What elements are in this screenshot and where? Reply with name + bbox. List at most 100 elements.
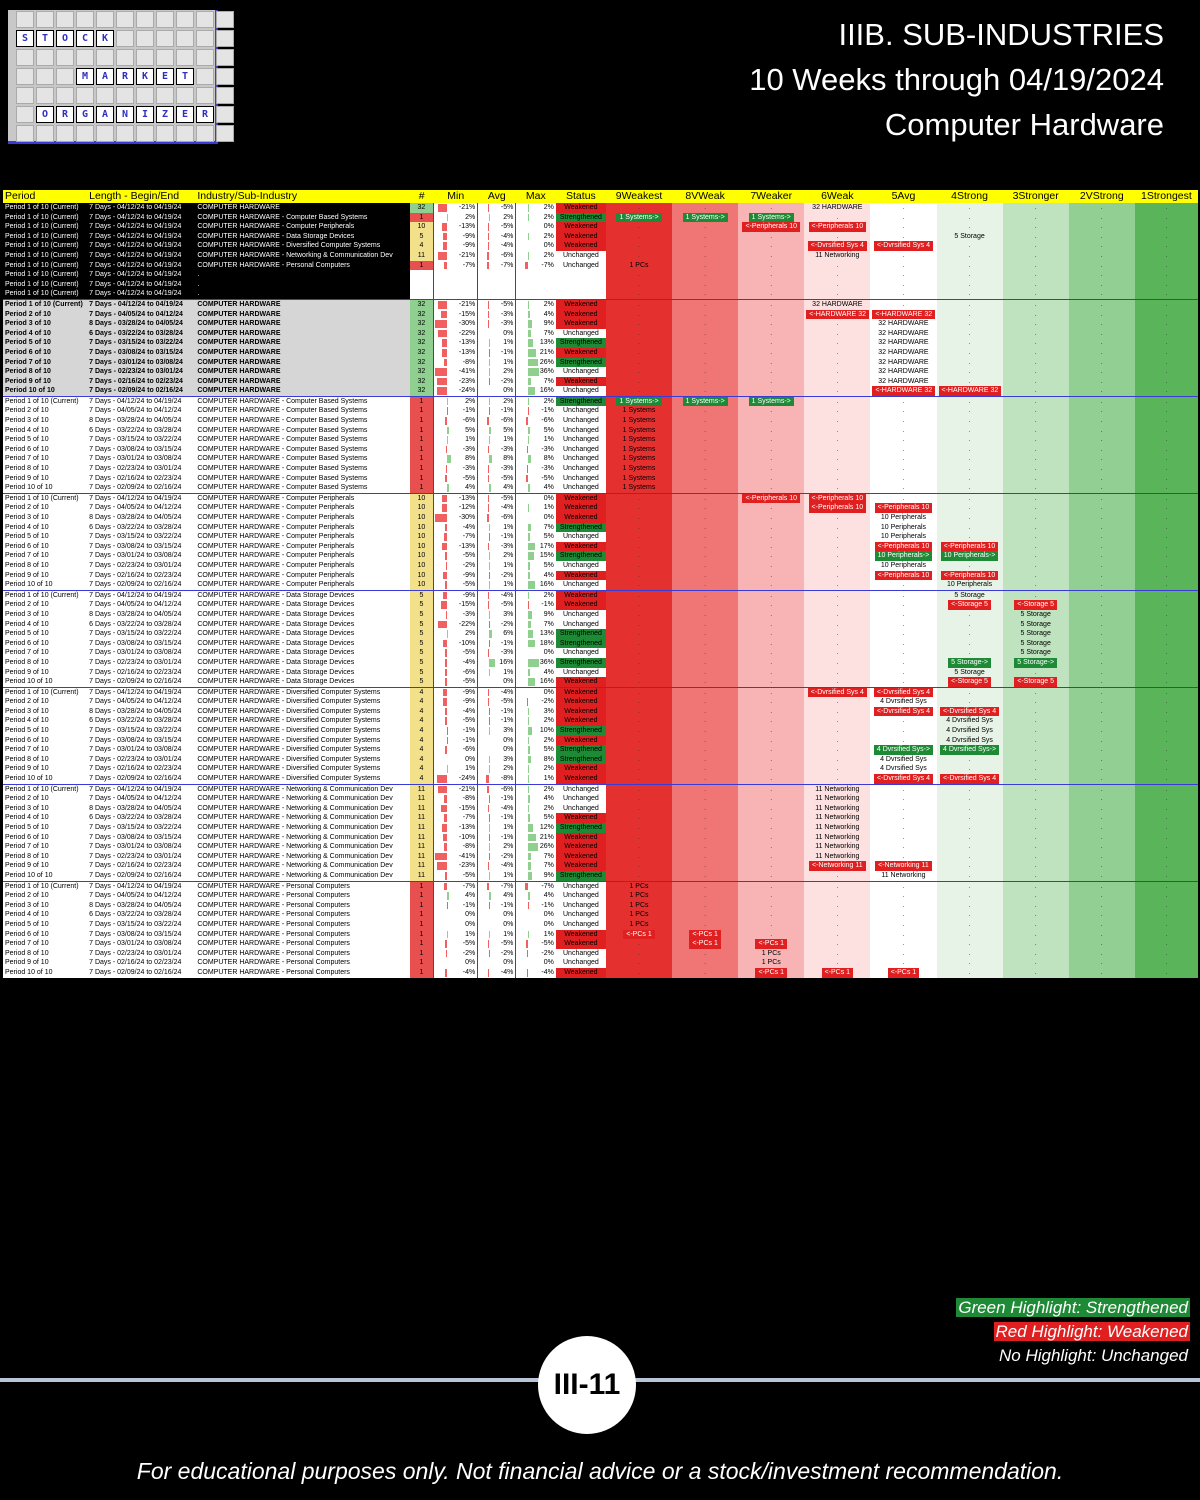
empty-dot: . <box>1034 417 1037 425</box>
level-2-cell: . <box>1068 919 1135 930</box>
level-label: <-Peripherals 10 <box>874 541 933 552</box>
max-data-bar <box>528 833 537 842</box>
empty-dot: . <box>902 494 905 502</box>
level-2-cell: . <box>1068 832 1135 843</box>
table-row: Period 5 of 10 7 Days - 03/15/24 to 03/22… <box>3 532 1198 542</box>
level-2-cell: . <box>1068 376 1135 387</box>
empty-dot: . <box>1165 649 1168 657</box>
max-data-bar <box>528 387 535 395</box>
empty-dot: . <box>968 213 971 221</box>
max-value: -1% <box>541 407 554 415</box>
avg-cell: -6% <box>477 416 516 426</box>
empty-dot: . <box>638 668 640 676</box>
level-2-cell: . <box>1068 241 1135 251</box>
empty-dot: . <box>770 920 773 928</box>
length-cell: 7 Days - 03/08/24 to 03/15/24 <box>89 930 182 938</box>
max-data-bar <box>528 795 530 803</box>
table-row: Period 8 of 10 7 Days - 02/23/24 to 03/01… <box>3 948 1198 959</box>
min-value: 1% <box>465 930 476 938</box>
level-7-cell: . <box>738 929 805 940</box>
level-7-cell: . <box>738 686 805 698</box>
empty-dot: . <box>1034 949 1037 957</box>
length-cell: 7 Days - 04/12/24 to 04/19/24 <box>87 880 196 892</box>
level-2-cell: . <box>1068 212 1135 223</box>
level-1-cell: . <box>1134 551 1198 561</box>
level-4-cell: . <box>936 823 1003 833</box>
empty-dot: . <box>1165 320 1168 328</box>
max-cell: 21% <box>515 347 556 358</box>
avg-cell: 0% <box>477 677 516 688</box>
min-data-bar <box>445 445 448 454</box>
logo-letter: T <box>176 68 194 85</box>
level-label: <-Storage 5 <box>948 677 991 687</box>
level-4-cell: . <box>936 532 1003 542</box>
table-row: Period 4 of 10 6 Days - 03/22/24 to 03/28… <box>3 328 1198 339</box>
empty-dot: . <box>1165 852 1168 860</box>
column-header: Max <box>515 190 556 203</box>
empty-dot: . <box>1100 465 1103 473</box>
level-2-cell: . <box>1068 657 1135 668</box>
level-9-cell: . <box>605 619 673 630</box>
logo-blank-cell <box>36 68 54 85</box>
table-row: Period 10 of 10 7 Days - 02/09/24 to 02/1… <box>3 870 1198 882</box>
level-8-cell: . <box>672 754 739 765</box>
empty-dot: . <box>1165 968 1168 976</box>
period-cell: Period 8 of 10 <box>5 561 49 569</box>
level-1-cell: . <box>1134 357 1198 368</box>
max-data-bar <box>528 368 540 376</box>
level-9-cell: . <box>605 745 673 755</box>
empty-dot: . <box>638 290 640 298</box>
period-cell: Period 7 of 10 <box>5 552 49 560</box>
level-2-cell: . <box>1068 503 1135 513</box>
level-7-cell: . <box>738 697 805 707</box>
empty-dot: . <box>770 242 773 250</box>
level-9-cell: . <box>605 580 673 591</box>
count-cell: 32 <box>409 298 434 310</box>
empty-dot: . <box>1165 339 1168 347</box>
level-7-cell: . <box>738 823 805 833</box>
level-4-cell: . <box>936 289 1003 300</box>
avg-value: 1% <box>503 930 514 938</box>
level-4-cell: . <box>936 416 1003 426</box>
empty-dot: . <box>836 387 839 395</box>
level-3-cell: 5 Storage <box>1002 648 1069 658</box>
min-data-bar <box>438 204 448 212</box>
level-1-cell: . <box>1134 513 1198 523</box>
level-1-cell: . <box>1134 813 1198 823</box>
level-2-cell: . <box>1068 560 1135 571</box>
empty-dot: . <box>1100 261 1103 269</box>
level-8-cell: . <box>672 541 739 552</box>
empty-dot: . <box>1165 901 1168 909</box>
count-cell: 1 <box>409 948 434 959</box>
level-1-cell: . <box>1134 522 1198 533</box>
max-data-bar <box>528 630 534 638</box>
empty-dot: . <box>1100 300 1103 308</box>
empty-dot: . <box>770 804 773 812</box>
avg-value: -5% <box>500 204 514 211</box>
level-2-cell: . <box>1068 367 1135 377</box>
level-3-cell: . <box>1002 570 1069 581</box>
max-value: 0% <box>543 920 554 928</box>
max-data-bar <box>528 533 531 541</box>
level-8-cell: . <box>672 270 739 280</box>
period-cell: Period 10 of 10 <box>5 484 53 492</box>
avg-cell: -1% <box>477 794 516 804</box>
empty-dot: . <box>1100 968 1103 976</box>
empty-dot: . <box>704 571 707 579</box>
level-5-cell: 10 Peripherals <box>870 532 937 542</box>
level-3-cell: . <box>1002 541 1069 552</box>
level-6-cell: . <box>804 745 871 755</box>
level-8-cell: . <box>672 764 739 775</box>
status-cell: Weakened <box>555 832 606 843</box>
level-1-cell: . <box>1134 948 1198 959</box>
count-cell: 1 <box>409 464 434 474</box>
table-row: Period 3 of 10 8 Days - 03/28/24 to 04/05… <box>3 319 1198 329</box>
avg-cell: -1% <box>477 532 516 542</box>
status-cell: Unchanged <box>563 484 599 492</box>
empty-dot: . <box>1100 707 1103 715</box>
period-cell: Period 4 of 10 <box>5 911 49 919</box>
max-cell: 4% <box>515 570 556 581</box>
empty-dot: . <box>770 852 773 860</box>
empty-dot: . <box>1165 871 1168 879</box>
max-value: 4% <box>543 310 554 318</box>
